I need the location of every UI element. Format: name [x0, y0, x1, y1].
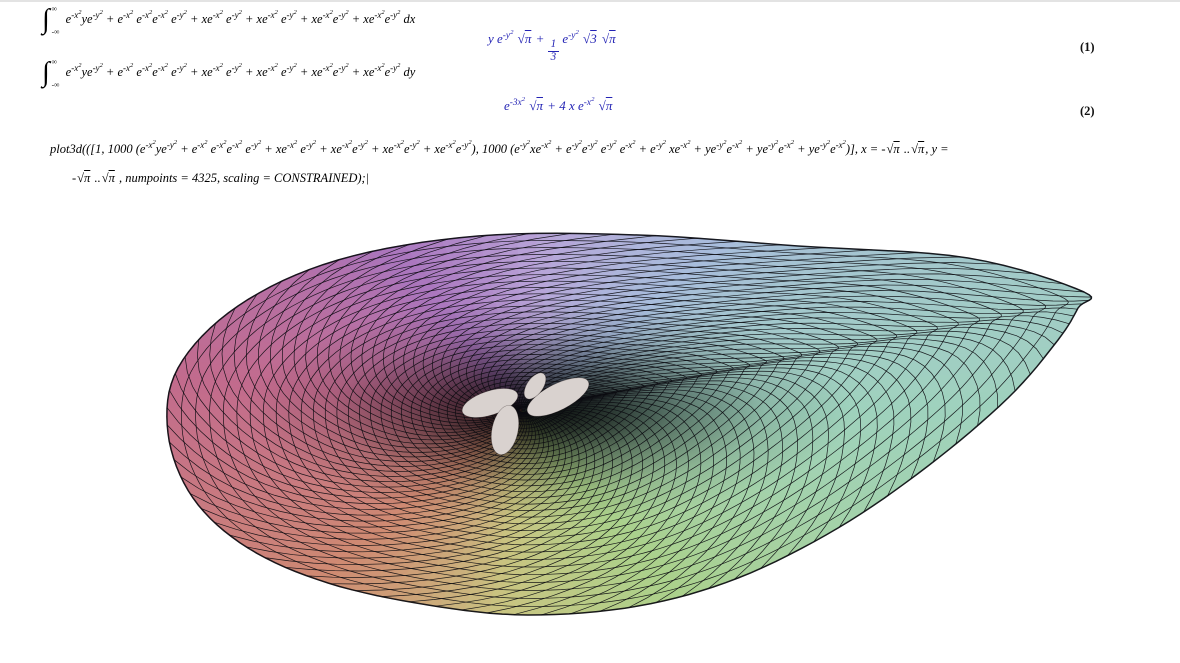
plot3d-surface[interactable]	[166, 228, 1093, 628]
wireframe-mesh	[166, 232, 1093, 616]
window-top-border	[0, 0, 1180, 2]
equation-label-1: (1)	[1080, 40, 1095, 54]
surface-petals	[461, 372, 590, 455]
math-input-1[interactable]: ∫ ∞ -∞ e-x2ye-y2 + e-x2 e-x2e-x2 e-y2 + xe…	[42, 4, 416, 36]
math-input-2[interactable]: ∫ ∞ -∞ e-x2ye-y2 + e-x2 e-x2e-x2 e-y2 + xe…	[42, 57, 416, 89]
math-output-2: e-3x2 √π + 4 x e-x2 √π	[504, 95, 613, 113]
plot3d-command-line-1[interactable]: plot3d(([1, 1000 (e-x2ye-y2 + e-x2 e-x2e…	[50, 139, 949, 157]
equation-label-2: (2)	[1080, 104, 1095, 118]
plot-canvas	[166, 232, 1093, 616]
plot3d-command-line-2[interactable]: -√π ..√π , numpoints = 4325, scaling = C…	[72, 171, 370, 185]
